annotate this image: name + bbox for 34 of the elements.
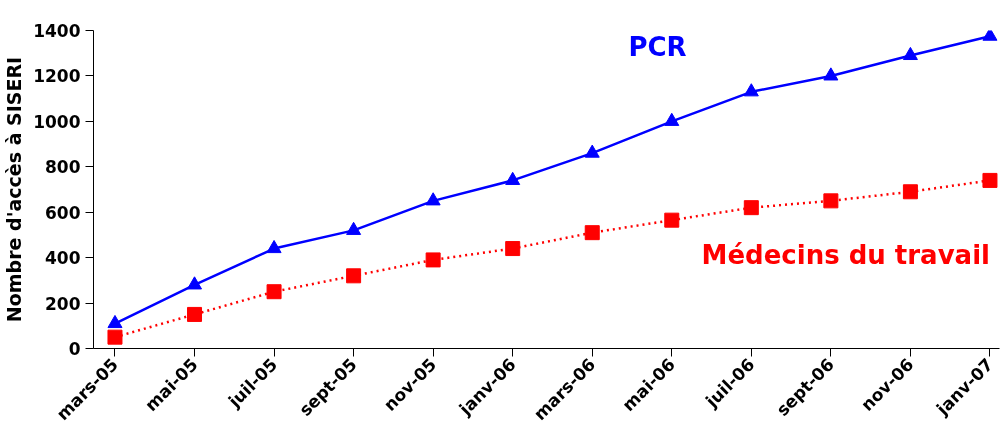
point [505, 241, 521, 257]
y-tick-label: 1000 [33, 111, 81, 132]
point [425, 252, 441, 268]
point [425, 192, 441, 206]
point [902, 46, 918, 61]
y-tick-label: 400 [45, 248, 81, 269]
point [346, 268, 362, 284]
y-tick-label: 800 [45, 157, 81, 178]
point [107, 329, 123, 345]
point [584, 144, 600, 158]
point [743, 200, 759, 216]
point [982, 172, 998, 188]
point [664, 212, 680, 228]
point [505, 171, 521, 185]
point [584, 225, 600, 241]
y-tick-label: 1200 [33, 66, 81, 87]
point [187, 306, 203, 322]
point [266, 284, 282, 300]
y-tick-label: 0 [68, 339, 81, 359]
y-axis-title: Nombre d'accès à SISERI [3, 56, 26, 323]
point [902, 184, 918, 200]
point [743, 83, 759, 97]
point [187, 276, 203, 290]
y-tick-label: 1400 [33, 21, 81, 41]
series-label: Médecins du travail [701, 240, 990, 271]
series-label: PCR [628, 32, 687, 63]
point [107, 314, 123, 329]
point [266, 239, 282, 254]
y-tick-label: 200 [45, 293, 81, 314]
y-tick-label: 600 [45, 202, 81, 223]
point [823, 193, 839, 209]
point [823, 67, 839, 81]
point [346, 221, 362, 235]
point [664, 112, 680, 126]
